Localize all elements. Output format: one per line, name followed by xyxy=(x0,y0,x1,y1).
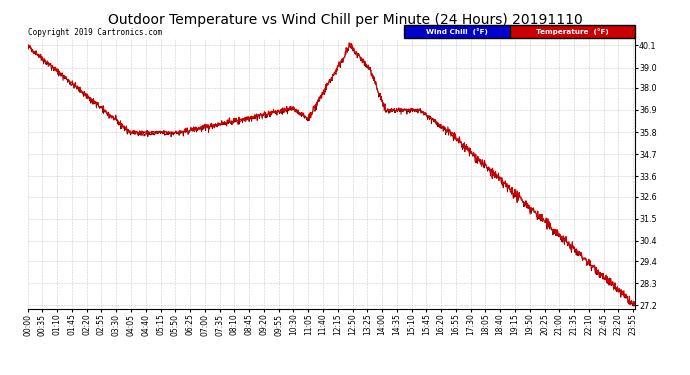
Text: Copyright 2019 Cartronics.com: Copyright 2019 Cartronics.com xyxy=(28,28,161,37)
Text: Wind Chill  (°F): Wind Chill (°F) xyxy=(426,28,488,35)
Text: Temperature  (°F): Temperature (°F) xyxy=(536,28,609,35)
Text: Outdoor Temperature vs Wind Chill per Minute (24 Hours) 20191110: Outdoor Temperature vs Wind Chill per Mi… xyxy=(108,13,582,27)
FancyBboxPatch shape xyxy=(511,24,635,38)
FancyBboxPatch shape xyxy=(404,24,511,38)
